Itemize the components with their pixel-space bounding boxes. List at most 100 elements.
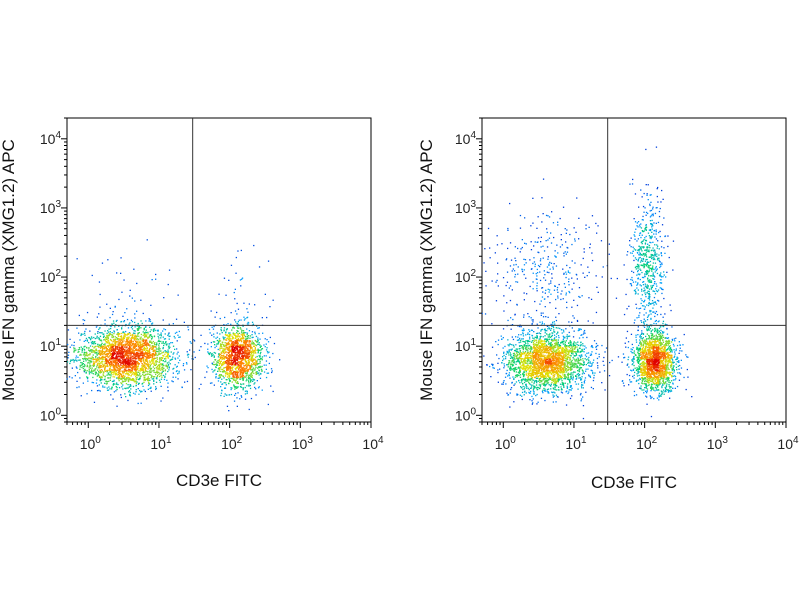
event-point [243,345,245,347]
event-point [115,343,117,346]
event-point [244,398,247,400]
event-point [97,367,100,369]
event-point [258,332,260,335]
event-point [242,368,244,371]
event-point [83,357,86,359]
event-point [260,351,262,354]
event-point [147,364,150,367]
event-point [168,332,170,334]
event-point [238,350,241,352]
event-point [66,378,68,380]
event-point [155,388,157,391]
event-point [234,386,236,388]
event-point [104,354,106,356]
event-point [124,343,126,345]
event-point [247,347,249,350]
event-point [104,330,106,332]
event-point [561,376,563,379]
event-point [255,371,257,374]
event-point [247,363,249,365]
event-point [102,374,104,377]
event-point [116,356,119,358]
event-point [169,359,171,361]
event-point [254,386,256,389]
event-point [122,388,124,390]
event-point [218,293,220,295]
event-point [98,353,100,355]
event-point [162,370,164,372]
event-point [114,365,116,367]
event-point [120,352,122,355]
event-point [127,336,129,338]
event-point [229,357,231,359]
event-point [226,379,228,381]
event-point [102,355,104,357]
event-point [130,379,132,381]
event-point [213,384,215,386]
event-point [137,378,139,380]
event-point [254,351,256,353]
event-point [116,382,118,384]
event-point [131,370,133,372]
event-point [260,349,262,351]
event-point [83,340,85,342]
event-point [113,332,115,335]
event-point [232,327,234,329]
event-point [92,364,94,366]
event-point [120,356,122,358]
event-point [113,349,115,352]
event-point [80,354,82,356]
event-point [86,340,89,342]
event-point [235,335,237,337]
event-point [525,380,527,382]
event-point [255,360,257,362]
event-point [252,323,254,325]
event-point [83,332,86,334]
event-point [229,363,231,365]
event-point [234,360,236,362]
event-point [545,316,547,318]
event-point [182,364,184,367]
event-point [106,387,108,389]
event-point [142,372,144,374]
event-point [152,329,154,331]
event-point [119,352,121,354]
event-point [253,351,255,354]
event-point [107,361,109,363]
event-point [129,394,131,396]
event-point [226,363,228,365]
event-point [107,259,109,261]
event-point [535,347,537,349]
event-point [148,363,150,366]
event-point [162,342,165,344]
event-point [134,313,136,315]
event-point [130,370,132,372]
event-point [142,339,145,341]
event-point [135,391,137,393]
event-point [224,393,226,395]
event-point [152,376,154,378]
event-point [225,384,227,386]
event-point [258,358,260,361]
event-point [218,355,221,357]
event-point [553,331,555,333]
event-point [220,351,222,353]
event-point [225,394,227,396]
event-point [227,357,230,360]
event-point [218,375,220,377]
event-point [240,328,242,330]
event-point [107,330,109,332]
event-point [97,374,100,376]
event-point [235,345,237,347]
event-point [223,350,225,353]
event-point [93,362,95,364]
event-point [147,384,150,387]
event-point [241,334,244,336]
event-point [250,373,252,375]
event-point [134,373,136,375]
event-point [73,351,75,353]
event-point [121,378,123,380]
event-point [148,360,151,362]
event-point [537,386,539,389]
event-point [92,382,95,384]
